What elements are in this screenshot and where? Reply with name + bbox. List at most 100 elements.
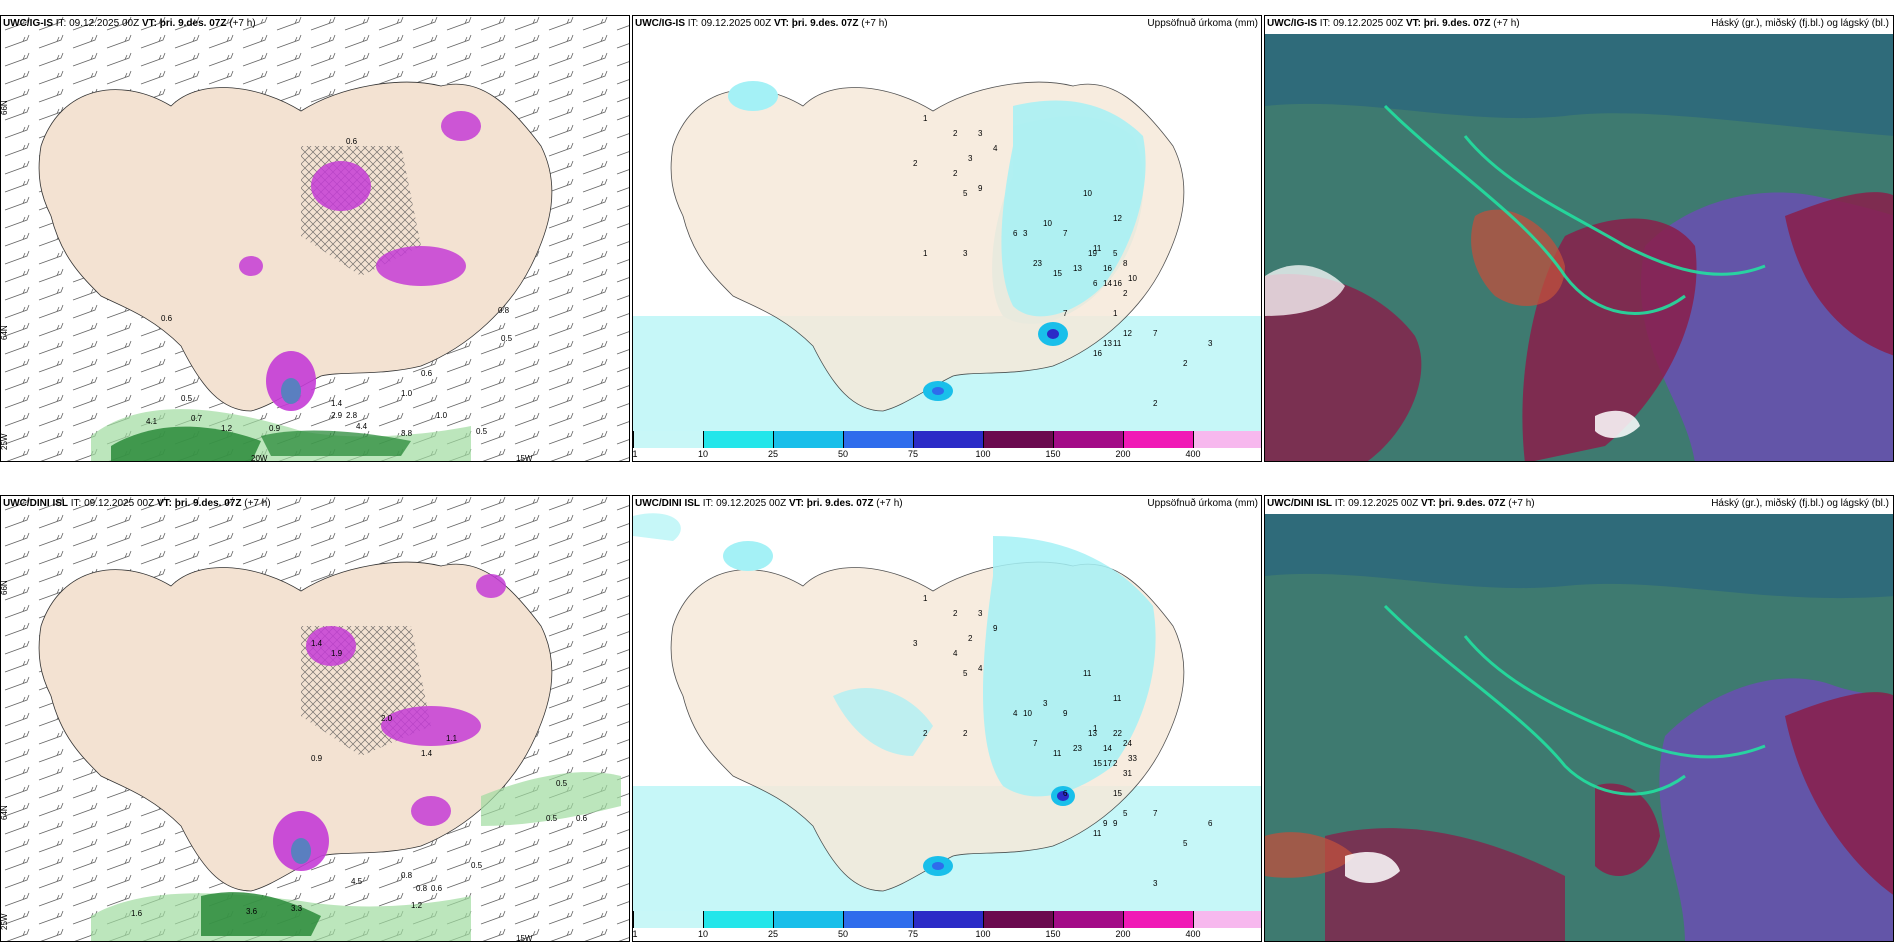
precip-value: 2 — [1123, 289, 1128, 298]
precip-value: 13 — [1088, 729, 1097, 738]
precip-value: 6 — [1013, 229, 1018, 238]
colorbar-swatch — [1053, 911, 1123, 928]
precip-value: 6 — [1063, 789, 1068, 798]
precip-panel-bottom: UWC/DINI ISL IT: 09.12.2025 00Z VT: þri.… — [632, 495, 1262, 942]
colorbar-tick: 50 — [837, 449, 849, 459]
precip-value: 2 — [1153, 399, 1158, 408]
precip-value: 2 — [913, 159, 918, 168]
colorbar-swatch — [843, 911, 913, 928]
wind-value: 0.7 — [191, 414, 203, 423]
panel-header: UWC/IG-IS IT: 09.12.2025 00Z VT: þri. 9.… — [635, 18, 1258, 29]
colorbar-swatch — [773, 431, 843, 448]
precip-value: 9 — [1113, 819, 1118, 828]
precip-value: 1 — [923, 249, 928, 258]
precip-value: 3 — [963, 249, 968, 258]
precip-value: 17 — [1103, 759, 1112, 768]
precip-value: 8 — [1123, 259, 1128, 268]
wind-precip-panel-bottom: UWC/DINI ISL IT: 09.12.2025 00Z VT: þri.… — [0, 495, 630, 942]
precip-value: 14 — [1103, 279, 1112, 288]
wind-value: 4.1 — [146, 417, 158, 426]
precip-value: 2 — [953, 129, 958, 138]
precip-panel-top: UWC/IG-IS IT: 09.12.2025 00Z VT: þri. 9.… — [632, 15, 1262, 462]
colorbar-swatch — [983, 911, 1053, 928]
precip-value: 6 — [1208, 819, 1213, 828]
precip-value: 3 — [1153, 879, 1158, 888]
precip-value: 31 — [1123, 769, 1132, 778]
colorbar-swatch — [1193, 431, 1261, 448]
lat-label: 66N — [1, 580, 9, 595]
precip-value: 11 — [1113, 339, 1122, 348]
precip-value: 24 — [1123, 739, 1132, 748]
precip-value: 3 — [978, 129, 983, 138]
colorbar-swatch — [1053, 431, 1123, 448]
wind-value: 1.0 — [436, 411, 448, 420]
colorbar-swatch — [633, 431, 703, 448]
precip-value: 7 — [1063, 309, 1068, 318]
panel-header: UWC/DINI ISL IT: 09.12.2025 00Z VT: þri.… — [635, 498, 1258, 509]
wind-value: 4.4 — [356, 422, 368, 431]
colorbar-tick: 100 — [975, 449, 991, 459]
wind-value: 0.5 — [501, 334, 513, 343]
precip-value: 16 — [1113, 279, 1122, 288]
precip-title: Uppsöfnuð úrkoma (mm) — [1147, 18, 1258, 29]
wind-value: 0.8 — [401, 871, 413, 880]
wind-value: 0.5 — [476, 427, 488, 436]
wind-value: 1.1 — [446, 734, 458, 743]
wind-value: 1.0 — [401, 389, 413, 398]
precip-value: 3 — [1023, 229, 1028, 238]
lon-label: 25W — [1, 433, 9, 450]
precip-value: 15 — [1113, 789, 1122, 798]
wind-value: 1.4 — [331, 399, 343, 408]
precip-value: 5 — [1113, 249, 1118, 258]
precip-value: 2 — [1113, 759, 1118, 768]
precip-value: 19 — [1088, 249, 1097, 258]
colorbar-tick: 50 — [837, 929, 849, 939]
precip-value: 1 — [923, 594, 928, 603]
wind-value: 0.8 — [416, 884, 428, 893]
lat-label: 66N — [1, 100, 9, 115]
precip-value: 3 — [1208, 339, 1213, 348]
lon-label: 25W — [1, 913, 9, 930]
precip-value: 4 — [953, 649, 958, 658]
colorbar-tick: 150 — [1045, 449, 1061, 459]
precip-value: 11 — [1093, 244, 1102, 253]
precip-value: 2 — [953, 609, 958, 618]
wind-value: 1.9 — [331, 649, 343, 658]
lon-label: 15W — [516, 934, 533, 942]
precip-value: 14 — [1103, 744, 1112, 753]
precip-value: 1 — [923, 114, 928, 123]
precip-value: 2 — [923, 729, 928, 738]
precip-value: 4 — [1013, 709, 1018, 718]
wind-value: 1.2 — [411, 901, 423, 910]
wind-value: 0.5 — [546, 814, 558, 823]
precip-value: 9 — [1063, 709, 1068, 718]
wind-value: 0.5 — [471, 861, 483, 870]
colorbar-swatch — [703, 911, 773, 928]
precip-value: 7 — [1033, 739, 1038, 748]
colorbar-tick: 25 — [767, 929, 779, 939]
precip-value: 2 — [1183, 359, 1188, 368]
precip-value: 16 — [1103, 264, 1112, 273]
precip-value: 22 — [1113, 729, 1122, 738]
precip-value: 7 — [1153, 809, 1158, 818]
wind-value: 4.5 — [351, 877, 363, 886]
cloud-map — [1265, 514, 1893, 941]
precip-value: 11 — [1083, 669, 1092, 678]
wind-value: 3.8 — [401, 429, 413, 438]
wind-map: 0.5 0.6 0.5 1.9 1.4 1.1 2.0 1.4 0.9 0.8 … — [1, 496, 629, 942]
colorbar-tick: 200 — [1115, 929, 1131, 939]
lat-label: 64N — [1, 805, 9, 820]
cloud-title: Háský (gr.), miðský (fj.bl.) og lágský (… — [1711, 18, 1889, 29]
colorbar-tick: 75 — [907, 449, 919, 459]
colorbar-swatch — [913, 911, 983, 928]
colorbar-swatch — [1123, 431, 1193, 448]
panel-header: UWC/IG-IS IT: 09.12.2025 00Z VT: þri. 9.… — [3, 18, 256, 29]
wind-value: 2.8 — [346, 411, 358, 420]
colorbar: 1 10 25 50 75 100 150 200 400 — [633, 911, 1261, 941]
cloud-panel-bottom: UWC/DINI ISL IT: 09.12.2025 00Z VT: þri.… — [1264, 495, 1894, 942]
wind-value: 0.5 — [556, 779, 568, 788]
precip-value: 15 — [1093, 759, 1102, 768]
wind-precip-panel-top: UWC/IG-IS IT: 09.12.2025 00Z VT: þri. 9.… — [0, 15, 630, 462]
wind-value: 3.6 — [246, 907, 258, 916]
